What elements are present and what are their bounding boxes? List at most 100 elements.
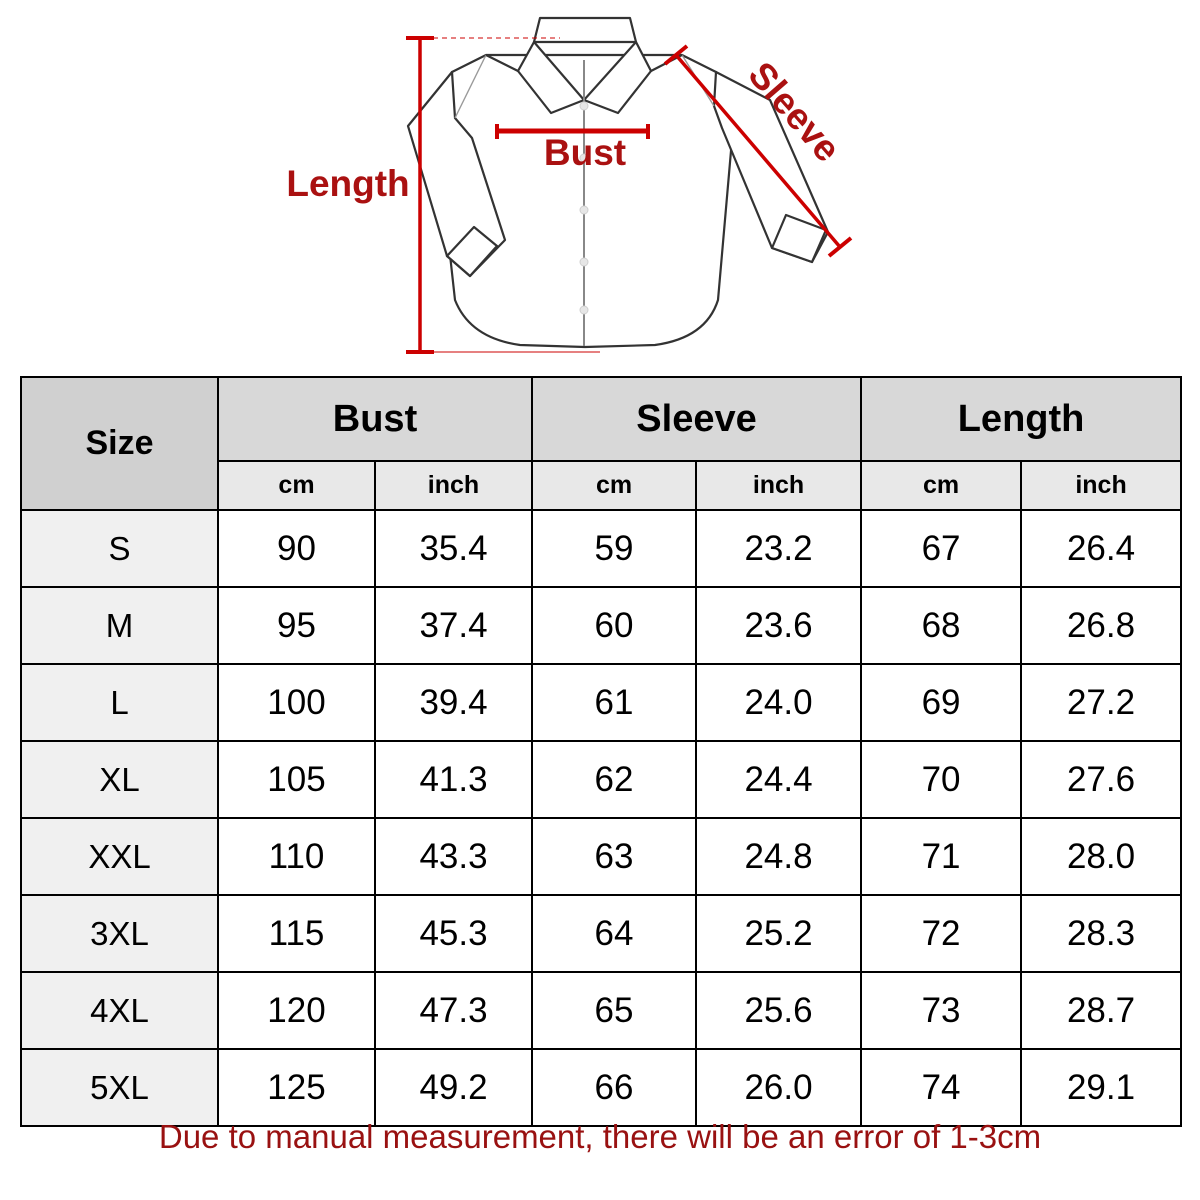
- cell-sleeve-inch: 24.4: [695, 740, 863, 819]
- header-group-bust: Bust: [216, 376, 534, 462]
- header-unit-length-inch: inch: [1020, 460, 1183, 511]
- collar: [485, 16, 683, 115]
- table-row: XL 105 41.3 62 24.4 70 27.6: [20, 740, 1183, 819]
- header-group-sleeve: Sleeve: [531, 376, 863, 462]
- bust-measure-line: [495, 124, 650, 139]
- header-unit-sleeve-cm: cm: [531, 460, 698, 511]
- cell-size: XXL: [20, 817, 219, 896]
- cell-bust-cm: 125: [217, 1048, 376, 1127]
- cell-sleeve-inch: 24.0: [695, 663, 863, 742]
- header-size: Size: [20, 376, 219, 511]
- table-row: M 95 37.4 60 23.6 68 26.8: [20, 586, 1183, 665]
- cell-sleeve-cm: 61: [531, 663, 698, 742]
- cell-bust-inch: 35.4: [373, 509, 534, 588]
- measurement-disclaimer: Due to manual measurement, there will be…: [158, 1118, 1042, 1155]
- buttons: [579, 101, 589, 315]
- collar-stand: [532, 16, 638, 44]
- sleeve-measure-line: [663, 44, 853, 258]
- cell-size: M: [20, 586, 219, 665]
- button-icon: [579, 257, 589, 267]
- cell-length-inch: 27.2: [1020, 663, 1183, 742]
- cell-sleeve-cm: 63: [531, 817, 698, 896]
- size-chart-table-container: Size Bust Sleeve Length cm inch cm inch …: [20, 376, 1183, 1127]
- left-cuff: [445, 225, 499, 278]
- garment-diagram: Length Bust Sleeve: [0, 0, 1200, 372]
- cell-bust-cm: 90: [217, 509, 376, 588]
- cell-length-inch: 26.8: [1020, 586, 1183, 665]
- collar-edge-left: [485, 54, 519, 72]
- cell-sleeve-inch: 24.8: [695, 817, 863, 896]
- cell-length-cm: 69: [860, 663, 1023, 742]
- table-row: S 90 35.4 59 23.2 67 26.4: [20, 509, 1183, 588]
- cell-size: XL: [20, 740, 219, 819]
- cell-size: S: [20, 509, 219, 588]
- cell-bust-cm: 105: [217, 740, 376, 819]
- cell-length-cm: 68: [860, 586, 1023, 665]
- cell-length-cm: 74: [860, 1048, 1023, 1127]
- cell-size: 4XL: [20, 971, 219, 1050]
- cell-bust-inch: 45.3: [373, 894, 534, 973]
- cell-length-inch: 28.7: [1020, 971, 1183, 1050]
- header-group-length: Length: [860, 376, 1183, 462]
- right-cuff: [770, 213, 828, 264]
- header-unit-bust-inch: inch: [373, 460, 534, 511]
- cell-length-cm: 73: [860, 971, 1023, 1050]
- cell-sleeve-cm: 62: [531, 740, 698, 819]
- cell-sleeve-inch: 23.2: [695, 509, 863, 588]
- table-header-groups: Size Bust Sleeve Length: [20, 376, 1183, 511]
- collar-point-left: [516, 40, 586, 115]
- cell-bust-inch: 39.4: [373, 663, 534, 742]
- cell-length-cm: 67: [860, 509, 1023, 588]
- header-unit-length-cm: cm: [860, 460, 1023, 511]
- cell-bust-inch: 49.2: [373, 1048, 534, 1127]
- cell-sleeve-inch: 25.6: [695, 971, 863, 1050]
- cell-size: L: [20, 663, 219, 742]
- button-icon: [579, 305, 589, 315]
- table-row: 3XL 115 45.3 64 25.2 72 28.3: [20, 894, 1183, 973]
- bust-label: Bust: [544, 132, 626, 173]
- button-icon: [579, 205, 589, 215]
- button-icon: [579, 101, 589, 111]
- cell-length-inch: 26.4: [1020, 509, 1183, 588]
- cell-sleeve-cm: 60: [531, 586, 698, 665]
- cell-sleeve-inch: 23.6: [695, 586, 863, 665]
- cell-bust-cm: 115: [217, 894, 376, 973]
- cell-sleeve-inch: 26.0: [695, 1048, 863, 1127]
- cell-bust-cm: 100: [217, 663, 376, 742]
- cell-length-inch: 27.6: [1020, 740, 1183, 819]
- cell-bust-inch: 43.3: [373, 817, 534, 896]
- shirt-illustration: Length Bust Sleeve: [286, 16, 853, 354]
- cell-length-inch: 28.0: [1020, 817, 1183, 896]
- header-unit-sleeve-inch: inch: [695, 460, 863, 511]
- cell-sleeve-cm: 66: [531, 1048, 698, 1127]
- length-measure-line: [406, 36, 600, 354]
- cell-sleeve-inch: 25.2: [695, 894, 863, 973]
- length-label: Length: [286, 163, 409, 204]
- table-row: XXL 110 43.3 63 24.8 71 28.0: [20, 817, 1183, 896]
- cell-sleeve-cm: 59: [531, 509, 698, 588]
- table-header-units: cm inch cm inch cm inch: [21, 460, 1183, 511]
- cell-length-cm: 70: [860, 740, 1023, 819]
- cell-bust-cm: 95: [217, 586, 376, 665]
- size-chart-body: S 90 35.4 59 23.2 67 26.4 M 95 37.4 60 23.6 68 26.8 L 1…: [20, 509, 1183, 1127]
- cell-sleeve-cm: 64: [531, 894, 698, 973]
- size-chart-table: Size Bust Sleeve Length cm inch cm inch …: [20, 376, 1183, 1127]
- cell-bust-inch: 41.3: [373, 740, 534, 819]
- cell-bust-cm: 110: [217, 817, 376, 896]
- cell-bust-inch: 37.4: [373, 586, 534, 665]
- cell-bust-cm: 120: [217, 971, 376, 1050]
- cell-length-inch: 28.3: [1020, 894, 1183, 973]
- cell-size: 3XL: [20, 894, 219, 973]
- table-row: L 100 39.4 61 24.0 69 27.2: [20, 663, 1183, 742]
- button-icon: [579, 153, 589, 163]
- header-unit-bust-cm: cm: [217, 460, 376, 511]
- cell-length-cm: 71: [860, 817, 1023, 896]
- cell-length-inch: 29.1: [1020, 1048, 1183, 1127]
- cell-length-cm: 72: [860, 894, 1023, 973]
- cell-sleeve-cm: 65: [531, 971, 698, 1050]
- table-row: 5XL 125 49.2 66 26.0 74 29.1: [20, 1048, 1183, 1127]
- cell-size: 5XL: [20, 1048, 219, 1127]
- collar-point-right: [582, 40, 653, 115]
- cell-bust-inch: 47.3: [373, 971, 534, 1050]
- table-row: 4XL 120 47.3 65 25.6 73 28.7: [20, 971, 1183, 1050]
